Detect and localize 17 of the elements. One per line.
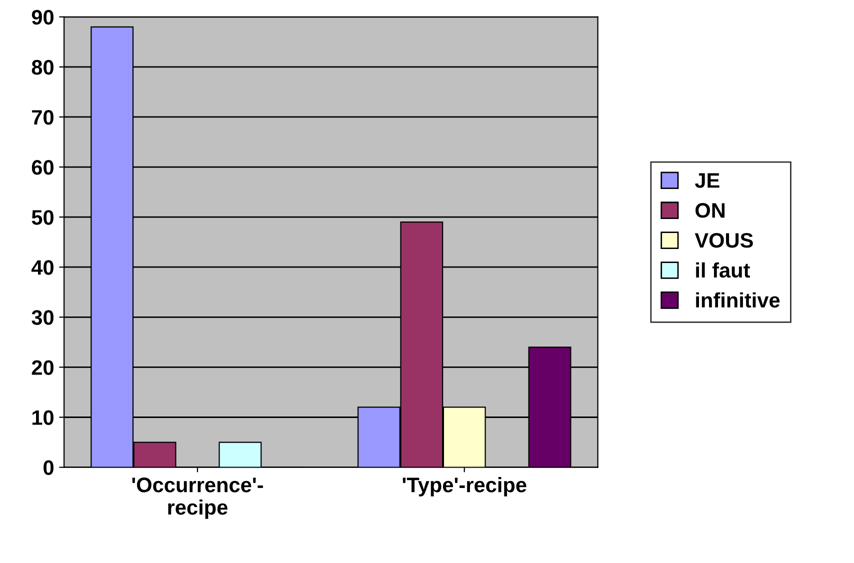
x-tick-label: 'Type'-recipe: [402, 477, 526, 496]
y-tick-label: 0: [44, 460, 54, 476]
y-tick-label: 80: [32, 60, 54, 75]
y-tick-label: 10: [32, 410, 54, 425]
y-tick-label: 40: [31, 260, 54, 275]
y-tick-label: 30: [32, 310, 54, 325]
y-tick-label: 60: [32, 160, 54, 175]
legend-label: ON: [696, 203, 725, 218]
legend-label: infinitive: [696, 292, 780, 308]
legend-label: JE: [694, 173, 720, 188]
legend-label: VOUS: [694, 232, 753, 248]
y-tick-label: 90: [32, 10, 54, 25]
y-tick-label: 50: [32, 210, 54, 225]
y-tick-label: 70: [32, 110, 54, 125]
y-tick-label: 20: [32, 360, 54, 375]
x-tick-label: 'Occurrence'- recipe: [132, 478, 263, 519]
legend-label: il faut: [696, 262, 750, 278]
